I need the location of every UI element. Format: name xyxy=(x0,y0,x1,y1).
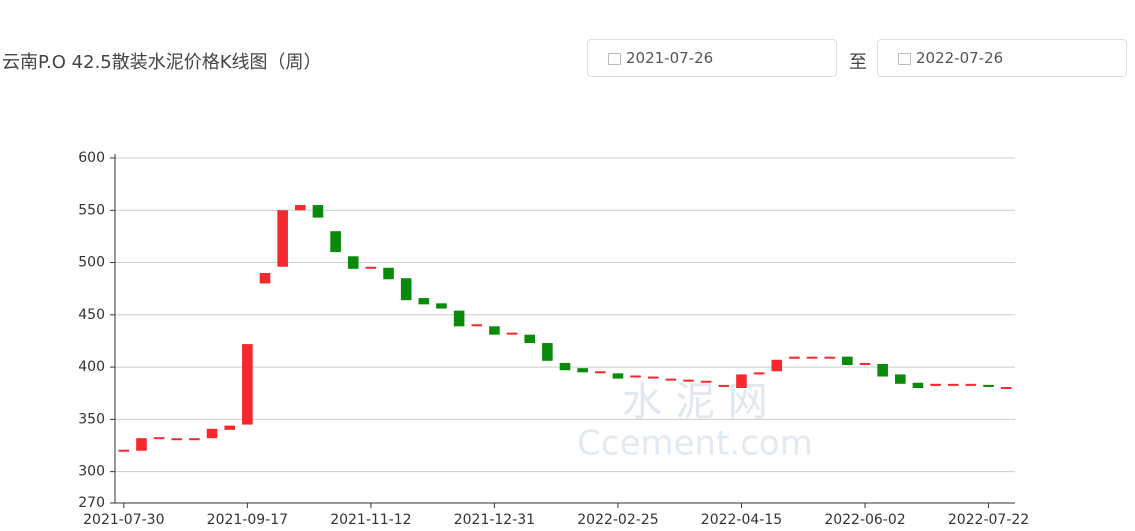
candle-body xyxy=(453,310,465,327)
candle-body xyxy=(771,359,783,372)
candle-body xyxy=(524,334,535,344)
candle-body xyxy=(930,383,941,386)
candle-body xyxy=(312,205,324,218)
candle-body xyxy=(295,205,306,211)
candle-body xyxy=(912,382,924,388)
end-date-input[interactable]: 2022-07-26 xyxy=(877,39,1127,77)
candle-body xyxy=(400,278,412,301)
x-tick-label: 2022-06-02 xyxy=(824,512,905,528)
x-tick-label: 2021-09-17 xyxy=(207,512,288,528)
x-tick-label: 2022-04-15 xyxy=(701,512,782,528)
candle-body xyxy=(595,371,606,374)
start-date-input[interactable]: 2021-07-26 xyxy=(587,39,837,77)
candle-body xyxy=(877,363,888,377)
candle-body xyxy=(171,438,183,441)
y-tick-label: 350 xyxy=(78,411,105,427)
candle-body xyxy=(259,273,271,284)
candle-body xyxy=(365,266,377,269)
candle-body xyxy=(118,449,130,452)
candle-body xyxy=(277,210,288,267)
candle-body xyxy=(824,356,835,359)
candle-body xyxy=(665,378,677,381)
candle-body xyxy=(1000,387,1012,389)
candle-body xyxy=(347,256,359,269)
candle-body xyxy=(630,375,641,378)
x-tick-label: 2021-12-31 xyxy=(454,512,535,528)
candle-body xyxy=(542,343,553,361)
y-tick-label: 450 xyxy=(78,307,105,323)
watermark: Ccement.com xyxy=(577,424,813,464)
candle-body xyxy=(153,437,165,440)
candle-body xyxy=(224,425,235,430)
candle-body xyxy=(189,438,200,441)
y-tick-label: 600 xyxy=(78,150,105,166)
y-tick-label: 300 xyxy=(78,464,105,480)
candle-body xyxy=(753,372,765,375)
candle-body xyxy=(983,384,994,387)
candle-body xyxy=(683,379,694,382)
candle-body xyxy=(612,373,624,379)
candle-body xyxy=(965,383,977,386)
y-tick-label: 500 xyxy=(78,255,105,271)
candle-body xyxy=(559,362,571,371)
candle-body xyxy=(718,384,730,387)
y-tick-label: 270 xyxy=(78,495,105,511)
candle-body xyxy=(418,298,430,305)
y-tick-label: 550 xyxy=(78,202,105,218)
candle-body xyxy=(436,303,447,309)
page-title: 云南P.O 42.5散装水泥价格K线图（周） xyxy=(2,52,322,73)
y-tick-label: 400 xyxy=(78,359,105,375)
candle-body xyxy=(242,344,253,425)
candle-body xyxy=(577,368,588,373)
candle-body xyxy=(136,438,147,451)
candle-body xyxy=(489,326,500,335)
candle-body xyxy=(736,374,747,388)
candle-body xyxy=(647,376,659,379)
candle-body xyxy=(383,267,394,280)
candle-body xyxy=(859,362,871,365)
candle-body xyxy=(471,324,483,327)
x-tick-label: 2021-11-12 xyxy=(330,512,411,528)
candle-body xyxy=(506,332,518,335)
x-tick-label: 2022-02-25 xyxy=(577,512,658,528)
candle-body xyxy=(700,380,712,383)
candle-body xyxy=(330,231,341,253)
x-tick-label: 2022-07-22 xyxy=(948,512,1029,528)
x-tick-label: 2021-07-30 xyxy=(83,512,164,528)
candle-body xyxy=(806,356,818,359)
separator: 至 xyxy=(849,52,867,73)
candle-body xyxy=(895,374,906,384)
candle-body xyxy=(947,383,959,386)
candle-body xyxy=(789,356,800,359)
candle-body xyxy=(842,356,853,365)
candle-body xyxy=(206,428,218,439)
